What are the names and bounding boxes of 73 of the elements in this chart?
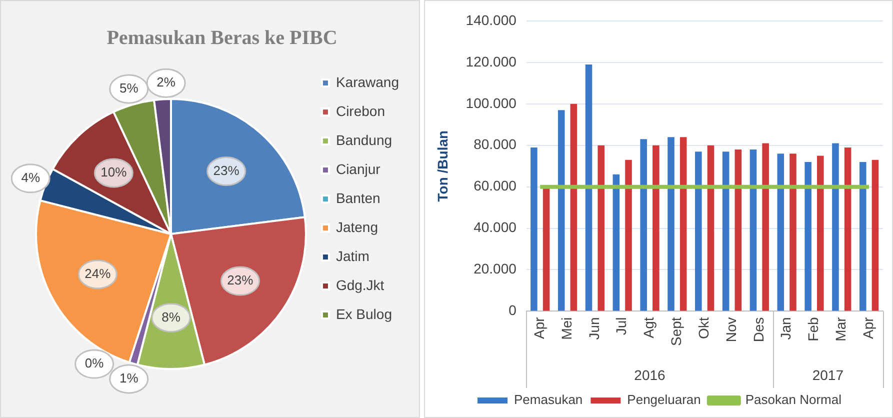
data-label: 1% — [119, 370, 139, 386]
y-tick-label: 0 — [508, 302, 517, 318]
x-tick-label: Okt — [695, 317, 712, 339]
bar — [844, 147, 852, 311]
bar — [598, 145, 604, 311]
bar — [872, 160, 879, 311]
x-tick-label: Mei — [558, 317, 574, 340]
bar — [777, 154, 784, 311]
x-tick-label: Apr — [860, 316, 876, 339]
x-tick-label: Jan — [778, 317, 794, 340]
legend-label: Jateng — [336, 218, 378, 235]
bar — [668, 137, 674, 311]
legend-label: Pasokan Normal — [745, 392, 842, 408]
x-tick-label: Mar — [832, 316, 848, 342]
legend-label: Jatim — [336, 248, 370, 264]
bar — [625, 160, 632, 311]
bar — [695, 152, 702, 311]
y-tick-label: 140.000 — [466, 12, 517, 28]
y-tick-label: 20.000 — [474, 260, 517, 277]
bar — [707, 145, 714, 311]
x-tick-label: Agt — [640, 317, 657, 338]
bar — [804, 162, 812, 311]
bar — [542, 186, 550, 311]
data-label: 2% — [156, 74, 176, 90]
legend-label: Cianjur — [336, 160, 381, 177]
legend-label: Pemasukan — [514, 392, 583, 408]
x-tick-label: Sept — [668, 317, 684, 346]
legend-label: Gdg.Jkt — [336, 276, 384, 293]
y-tick-label: 60.000 — [474, 178, 517, 194]
bar — [612, 174, 620, 311]
chart-title: Pemasukan Beras ke PIBC — [106, 27, 338, 50]
y-tick-label: 120.000 — [466, 53, 517, 70]
bar — [652, 145, 660, 311]
x-tick-label: Nov — [722, 317, 739, 342]
x-tick-label: Jun — [586, 317, 602, 340]
x-tick-label: Feb — [805, 316, 822, 342]
legend-label: Ex Bulog — [336, 306, 392, 322]
data-label: 23% — [213, 162, 240, 178]
y-tick-label: 100.000 — [466, 94, 517, 111]
x-tick-label: Jul — [613, 317, 630, 336]
data-label: 10% — [100, 164, 128, 180]
bar — [680, 137, 687, 311]
text: 0% — [84, 356, 104, 371]
bar — [750, 150, 757, 311]
bar — [832, 143, 839, 311]
bar — [817, 156, 824, 311]
data-label: 5% — [119, 80, 139, 96]
y-tick-label: 40.000 — [474, 219, 517, 236]
bar — [530, 147, 538, 311]
legend-label: Bandung — [336, 132, 392, 148]
legend-label: Karawang — [336, 74, 400, 90]
data-label: 4% — [21, 170, 40, 185]
legend-label: Cirebon — [336, 102, 385, 119]
bar — [570, 104, 578, 311]
text: 2017 — [812, 366, 844, 383]
legend-label: Banten — [336, 190, 380, 206]
bar — [558, 110, 565, 311]
bar — [734, 150, 742, 311]
y-axis-title: Ton /Bulan — [434, 130, 450, 202]
bar — [790, 154, 796, 311]
y-tick-label: 80.000 — [474, 136, 517, 152]
data-label: 23% — [227, 272, 254, 288]
bar — [722, 152, 730, 311]
bar — [640, 139, 647, 311]
bar — [859, 162, 866, 311]
legend-label: Pengeluaran — [627, 392, 701, 408]
bar — [585, 64, 592, 311]
data-label: 24% — [84, 266, 112, 281]
x-tick-label: Apr — [530, 316, 547, 339]
text: 2016 — [634, 366, 666, 383]
x-tick-label: Des — [750, 317, 766, 342]
bar — [762, 143, 769, 311]
data-label: 8% — [162, 309, 181, 324]
